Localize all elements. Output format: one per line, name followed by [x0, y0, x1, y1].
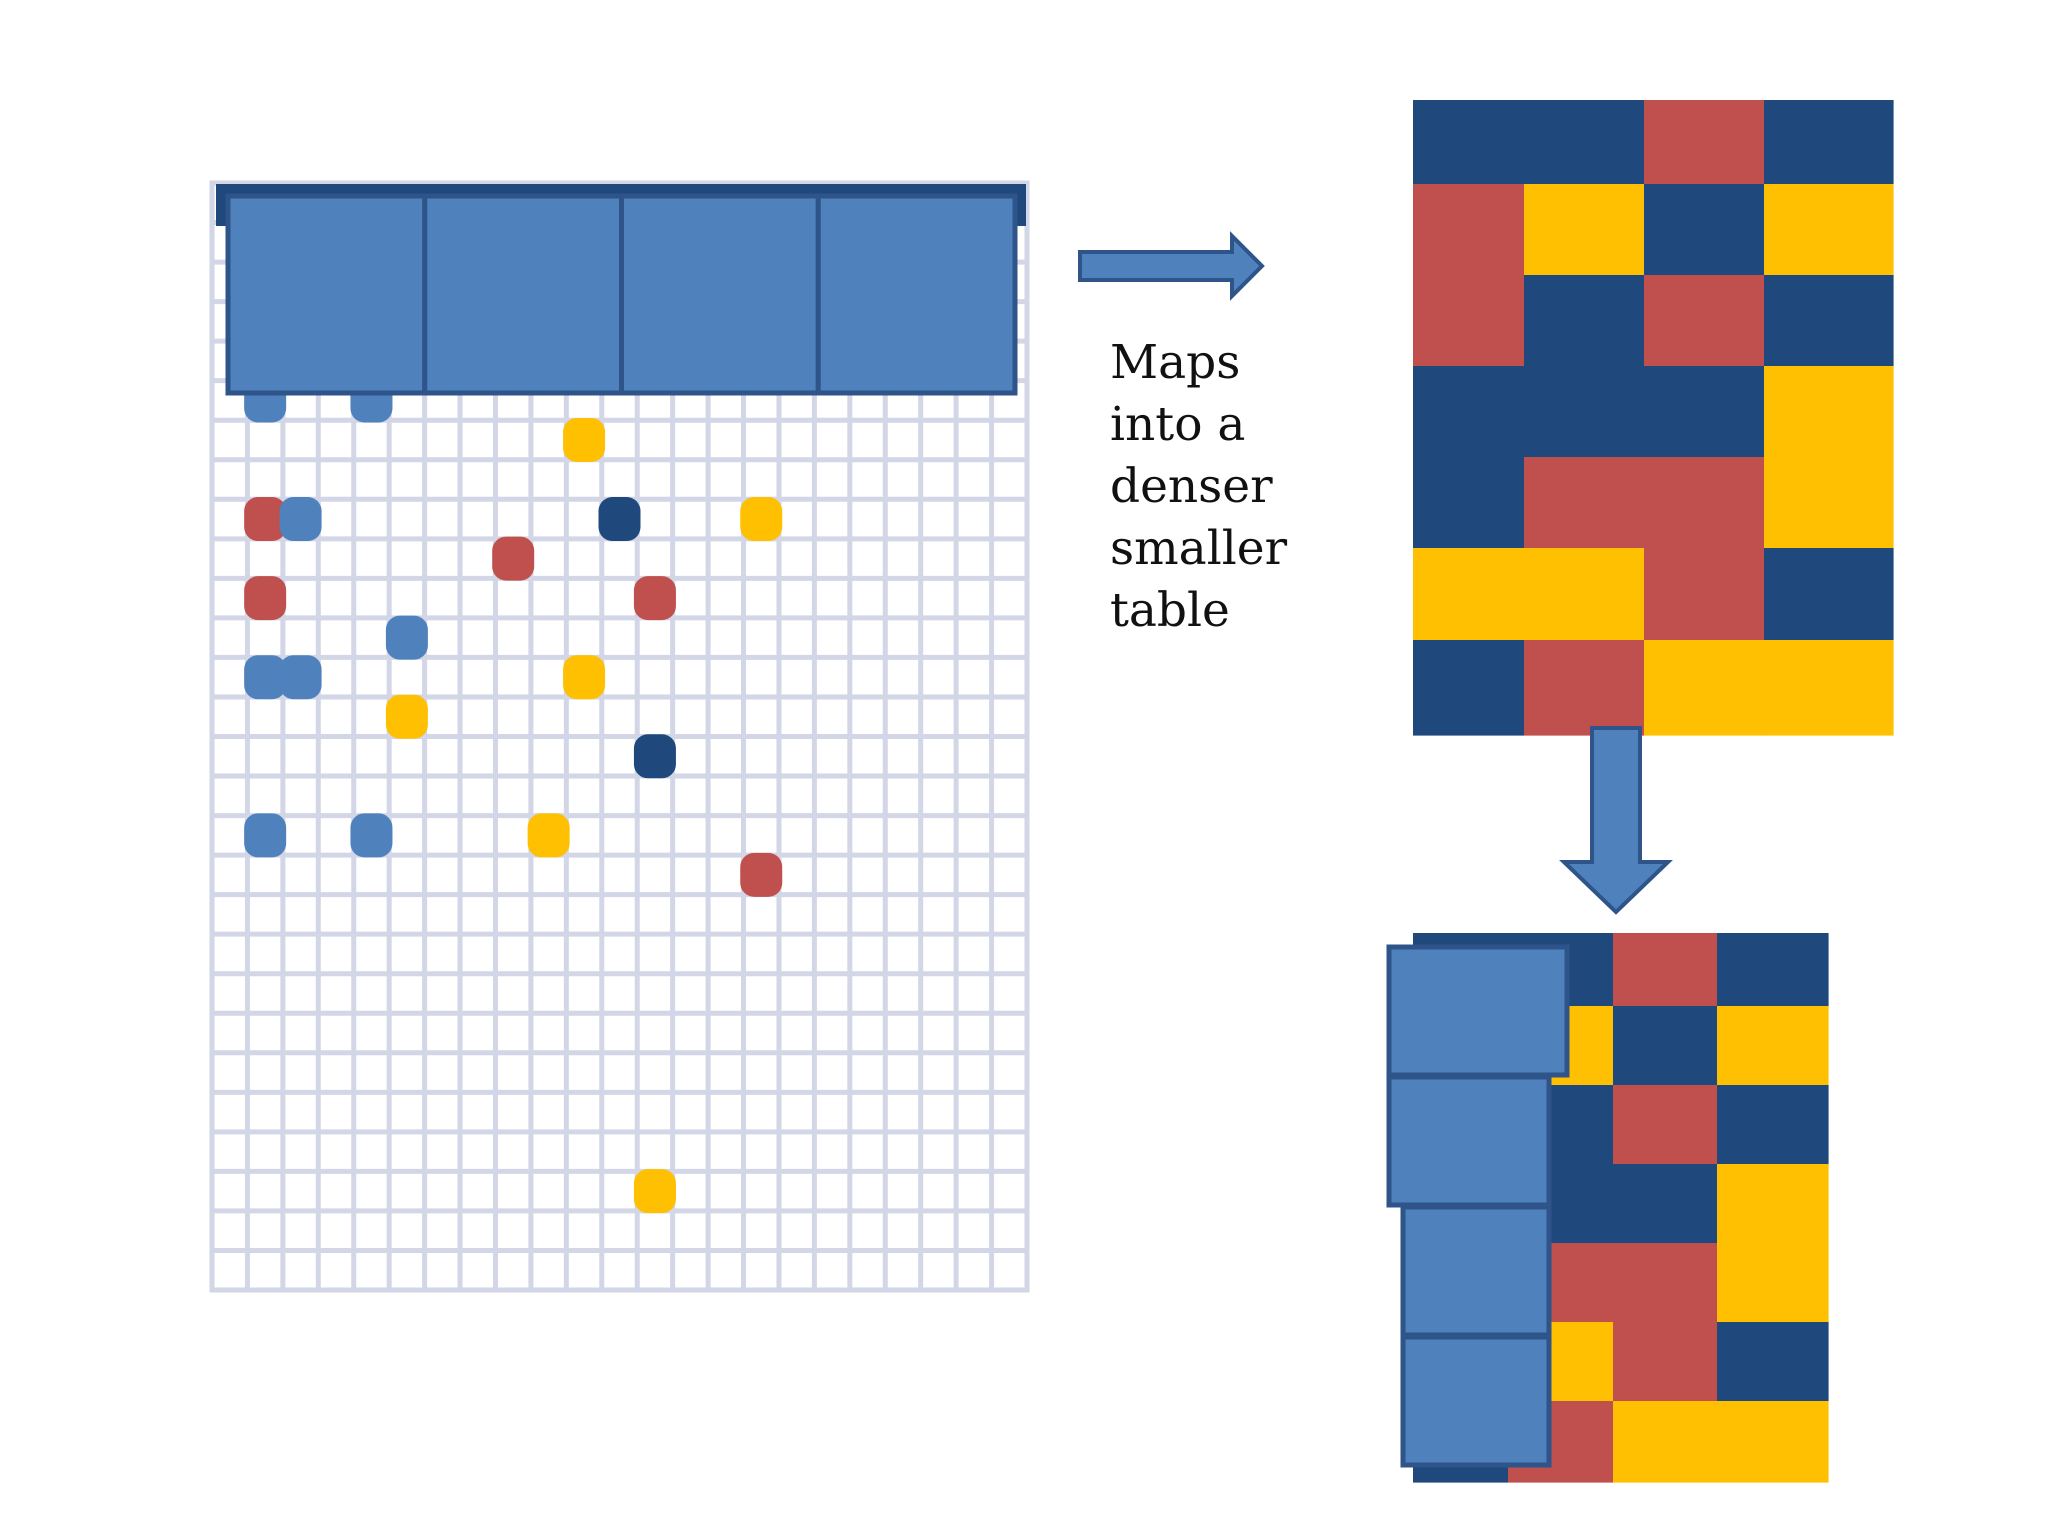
dense-cell-yellow — [1764, 366, 1894, 458]
dense-cell-dark_blue — [1764, 275, 1894, 367]
data-point-red — [244, 576, 287, 621]
dense-cell-dark_blue — [1413, 457, 1525, 549]
dense-cell-dark_blue — [1764, 548, 1894, 641]
bottom-cell-yellow — [1717, 1401, 1829, 1483]
dense-cell-red — [1644, 275, 1765, 367]
arrow-right-shape — [1078, 231, 1265, 301]
bottom-cell-red — [1613, 933, 1718, 1007]
sparse-table-header-blocks — [216, 184, 1026, 396]
data-point-red — [633, 576, 676, 621]
caption-line-5: table — [1110, 583, 1230, 638]
dense-cell-dark_blue — [1524, 100, 1645, 185]
header-block — [225, 193, 428, 396]
dense-cell-yellow — [1764, 640, 1894, 736]
data-point-light_blue — [279, 655, 322, 700]
side-block — [1400, 1334, 1552, 1468]
bottom-cell-dark_blue — [1717, 1322, 1829, 1402]
bottom-cell-dark_blue — [1717, 1085, 1829, 1165]
dense-cell-red — [1644, 100, 1765, 185]
arrow-down-shape — [1559, 726, 1673, 915]
dense-cell-red — [1644, 457, 1765, 549]
dense-table — [1413, 100, 1894, 736]
dense-cell-yellow — [1524, 184, 1645, 276]
caption-line-2: into a — [1110, 397, 1246, 452]
dense-cell-yellow — [1413, 548, 1525, 641]
caption: Maps into a denser smaller table — [1110, 332, 1287, 642]
data-point-red — [492, 536, 535, 581]
data-point-yellow — [740, 497, 783, 542]
dense-cell-yellow — [1764, 184, 1894, 276]
dense-cell-dark_blue — [1413, 640, 1525, 736]
bottom-cell-yellow — [1613, 1401, 1718, 1483]
data-point-yellow — [563, 417, 606, 462]
bottom-cell-red — [1613, 1243, 1718, 1323]
data-point-yellow — [563, 655, 606, 700]
dense-cell-dark_blue — [1413, 100, 1525, 185]
side-block — [1386, 1074, 1552, 1208]
bottom-cell-yellow — [1717, 1006, 1829, 1086]
dense-cell-red — [1524, 457, 1645, 549]
bottom-cell-yellow — [1717, 1164, 1829, 1244]
data-point-red — [244, 497, 287, 542]
bottom-cell-yellow — [1717, 1243, 1829, 1323]
data-point-light_blue — [279, 497, 322, 542]
data-point-light_blue — [350, 813, 393, 858]
data-point-light_blue — [244, 655, 287, 700]
bottom-table-side-blocks — [1386, 944, 1570, 1468]
data-point-dark_blue — [633, 734, 676, 779]
data-point-red — [740, 852, 783, 897]
dense-cell-red — [1413, 275, 1525, 367]
dense-cell-dark_blue — [1764, 100, 1894, 185]
bottom-cell-dark_blue — [1717, 933, 1829, 1007]
dense-cell-yellow — [1644, 640, 1765, 736]
caption-line-4: smaller — [1110, 521, 1288, 576]
bottom-cell-red — [1613, 1322, 1718, 1402]
data-point-light_blue — [385, 615, 428, 660]
bottom-cell-red — [1613, 1085, 1718, 1165]
dense-cell-dark_blue — [1644, 184, 1765, 276]
arrow-right-icon — [1078, 231, 1265, 301]
dense-cell-dark_blue — [1644, 366, 1765, 458]
arrow-down-icon — [1559, 726, 1673, 915]
header-block — [619, 193, 821, 396]
dense-cell-dark_blue — [1413, 366, 1525, 458]
data-point-light_blue — [244, 813, 287, 858]
caption-line-1: Maps — [1110, 335, 1241, 390]
dense-cell-red — [1644, 548, 1765, 641]
dense-cell-dark_blue — [1524, 366, 1645, 458]
side-block — [1386, 944, 1570, 1078]
header-block — [815, 193, 1018, 396]
side-block — [1400, 1204, 1552, 1338]
dense-cell-yellow — [1524, 548, 1645, 641]
dense-cell-dark_blue — [1524, 275, 1645, 367]
dense-cell-red — [1413, 184, 1525, 276]
bottom-cell-dark_blue — [1613, 1164, 1718, 1244]
header-block — [422, 193, 624, 396]
data-point-yellow — [633, 1169, 676, 1214]
data-point-dark_blue — [598, 497, 641, 542]
data-point-yellow — [527, 813, 570, 858]
bottom-cell-dark_blue — [1613, 1006, 1718, 1086]
data-point-yellow — [385, 694, 428, 739]
caption-line-3: denser — [1110, 459, 1273, 514]
dense-cell-yellow — [1764, 457, 1894, 549]
dense-cell-red — [1524, 640, 1645, 736]
